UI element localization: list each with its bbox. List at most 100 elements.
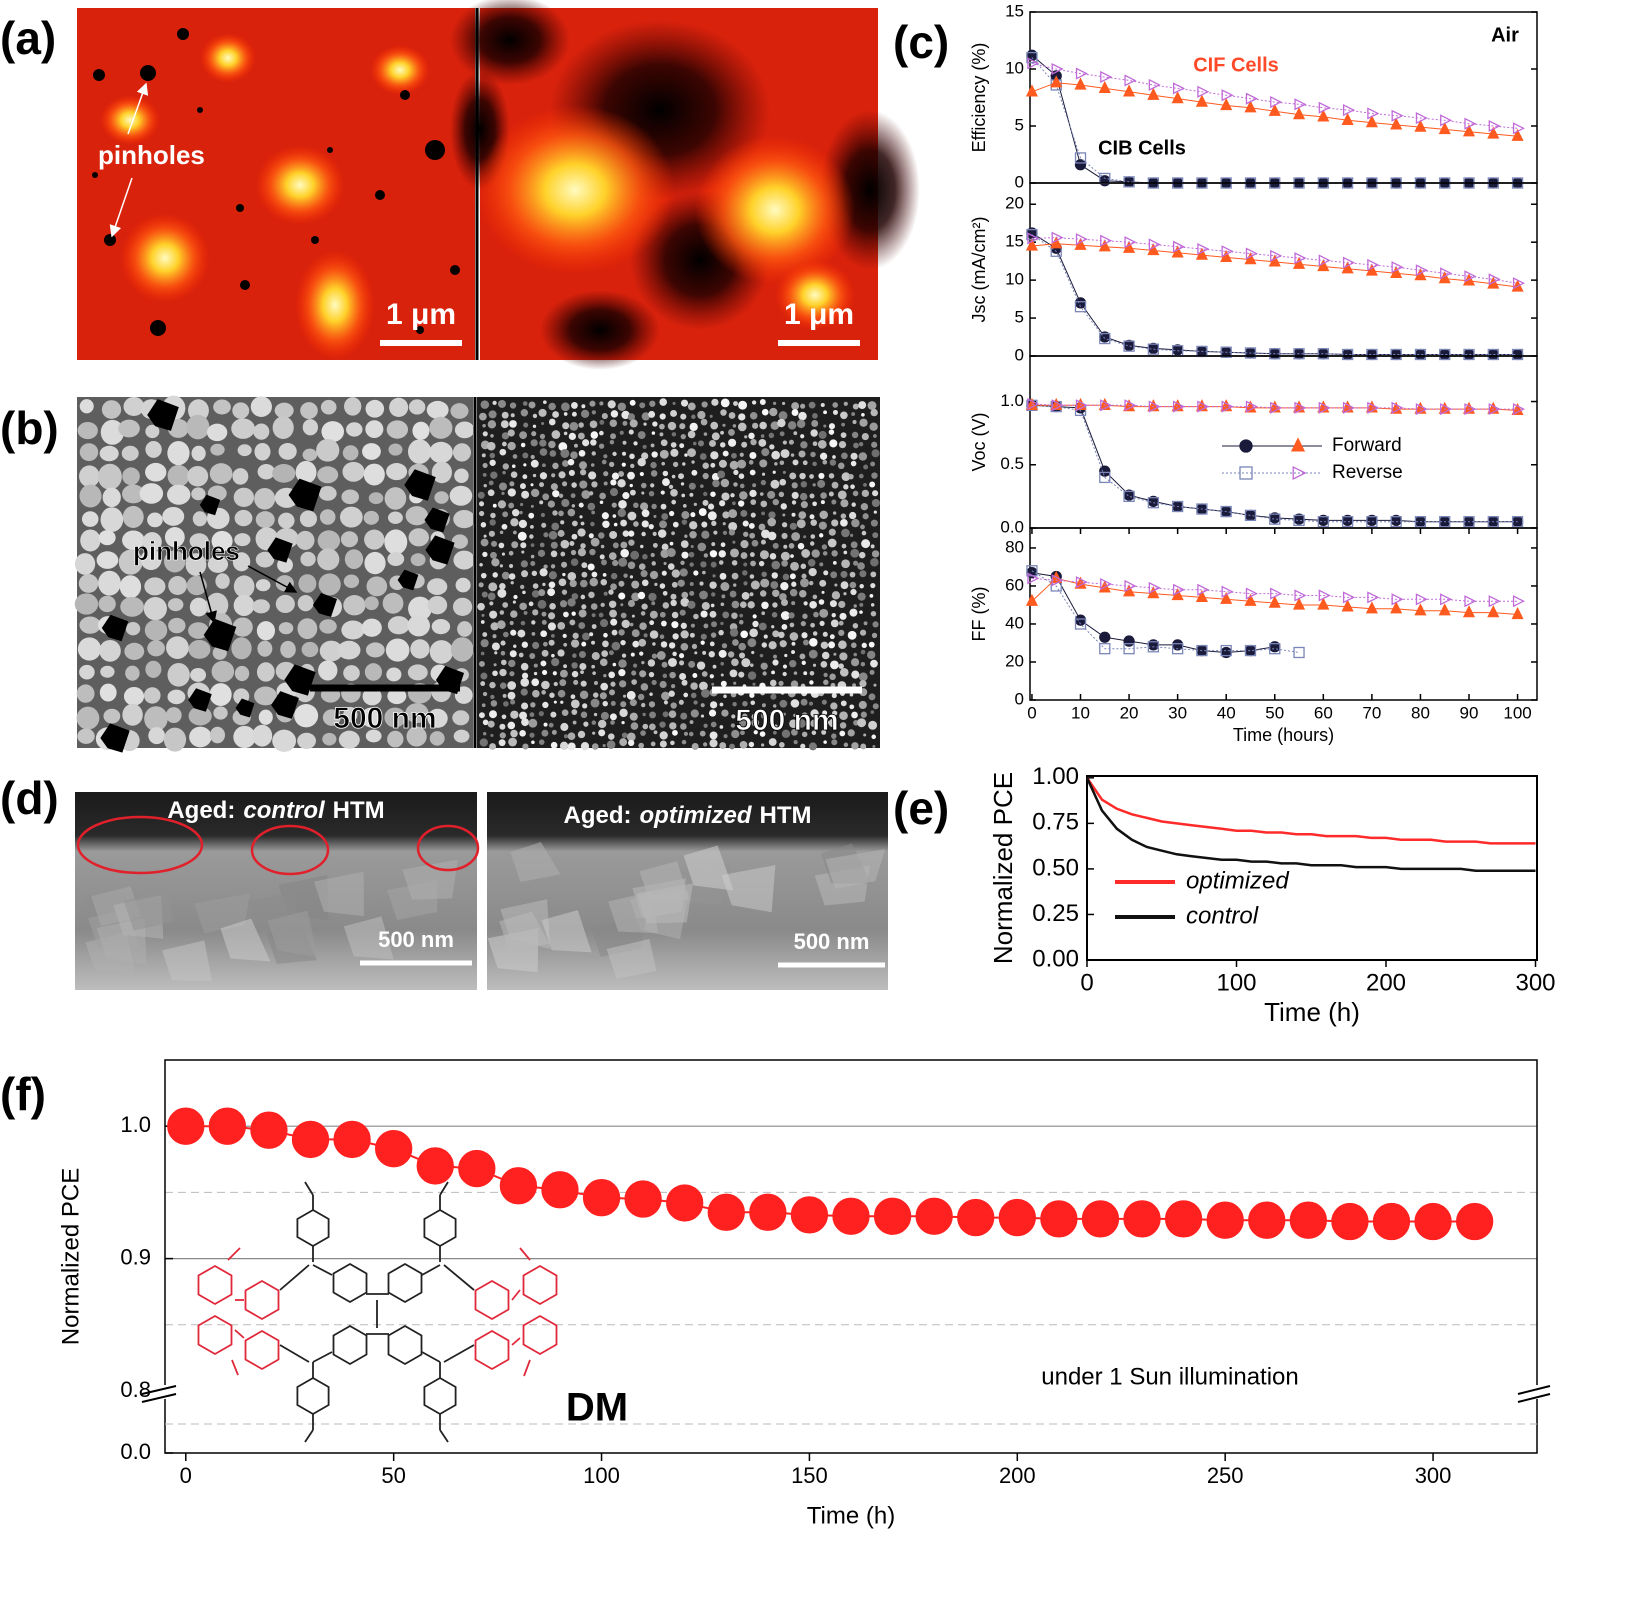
data-point (1464, 270, 1477, 283)
bond (519, 1247, 531, 1261)
grain (663, 561, 667, 566)
grain (767, 490, 776, 499)
grain (532, 424, 537, 428)
grain (547, 588, 556, 597)
grain (621, 653, 627, 658)
grain (570, 699, 580, 709)
grain (385, 638, 410, 662)
grain (693, 700, 698, 705)
pinhole (284, 664, 316, 696)
grain (453, 509, 476, 529)
grain (679, 660, 685, 666)
data-point (1292, 597, 1306, 610)
grain (647, 659, 656, 667)
highlight-ellipse (416, 824, 480, 872)
grain (830, 571, 838, 579)
grain (733, 681, 737, 685)
grain (125, 622, 141, 636)
grain (743, 562, 748, 567)
grain (732, 540, 736, 544)
bright-grain (295, 250, 375, 360)
grain (660, 549, 670, 559)
data-point (1440, 403, 1453, 416)
grain (840, 518, 848, 527)
grain (611, 472, 620, 480)
bright-grain (475, 105, 675, 275)
bond (279, 1264, 310, 1291)
grain (639, 651, 644, 656)
grain (660, 620, 667, 627)
grain (567, 572, 577, 581)
grain (580, 670, 584, 675)
data-point (1123, 240, 1136, 253)
grain (591, 652, 600, 661)
grain (387, 511, 403, 524)
ring (332, 1324, 368, 1366)
grain (650, 443, 655, 448)
grain (872, 490, 879, 497)
data-point (1164, 1200, 1203, 1238)
grain (689, 632, 695, 638)
grain (640, 482, 647, 489)
grain (749, 451, 757, 459)
grain (256, 662, 275, 682)
grain (709, 641, 715, 647)
grain (480, 572, 487, 579)
data-point (1245, 92, 1258, 105)
grain (656, 651, 666, 660)
grain (667, 421, 677, 431)
grain (700, 610, 708, 618)
grain (301, 641, 319, 658)
grain (499, 668, 507, 677)
grain (778, 680, 784, 686)
ring (522, 1264, 558, 1306)
grain (481, 703, 486, 708)
grain (492, 572, 498, 578)
grain (681, 511, 690, 520)
grain (591, 571, 598, 578)
data-point (1074, 152, 1087, 164)
grain (761, 743, 765, 747)
grain (550, 741, 558, 749)
grain (487, 592, 496, 601)
grain (679, 423, 686, 430)
y-tick-label: 0 (1015, 345, 1024, 364)
grain (570, 694, 576, 700)
grain (829, 439, 838, 448)
grain (751, 718, 760, 727)
grain (661, 543, 669, 551)
grain (633, 441, 638, 446)
grain (497, 500, 507, 509)
grain (801, 549, 811, 558)
grain (837, 462, 845, 470)
grain (599, 619, 609, 628)
grain (812, 501, 817, 507)
grain (680, 712, 688, 720)
grain (872, 744, 876, 749)
x-tick-label: 100 (1503, 703, 1531, 722)
grain (813, 611, 819, 618)
grain (651, 451, 658, 458)
grain (652, 642, 656, 646)
grain (718, 560, 724, 565)
scale-bar-label: 1 μm (784, 298, 854, 331)
grain (577, 528, 586, 537)
grain (384, 487, 407, 510)
y-axis-label: Jsc (mA/cm²) (969, 217, 989, 323)
grain (630, 463, 635, 469)
data-point (1196, 644, 1208, 657)
grain (680, 413, 687, 420)
grain (563, 642, 568, 647)
data-point (1341, 599, 1354, 612)
grain (709, 739, 718, 748)
grain (649, 711, 657, 719)
grain (769, 444, 775, 450)
scale-bar-label: 500 nm (378, 927, 454, 952)
data-point (1294, 252, 1307, 265)
grain (542, 701, 549, 709)
grain (531, 678, 540, 687)
y-tick-label: 0.25 (1032, 900, 1079, 927)
grain (650, 461, 657, 469)
grain (579, 662, 587, 671)
